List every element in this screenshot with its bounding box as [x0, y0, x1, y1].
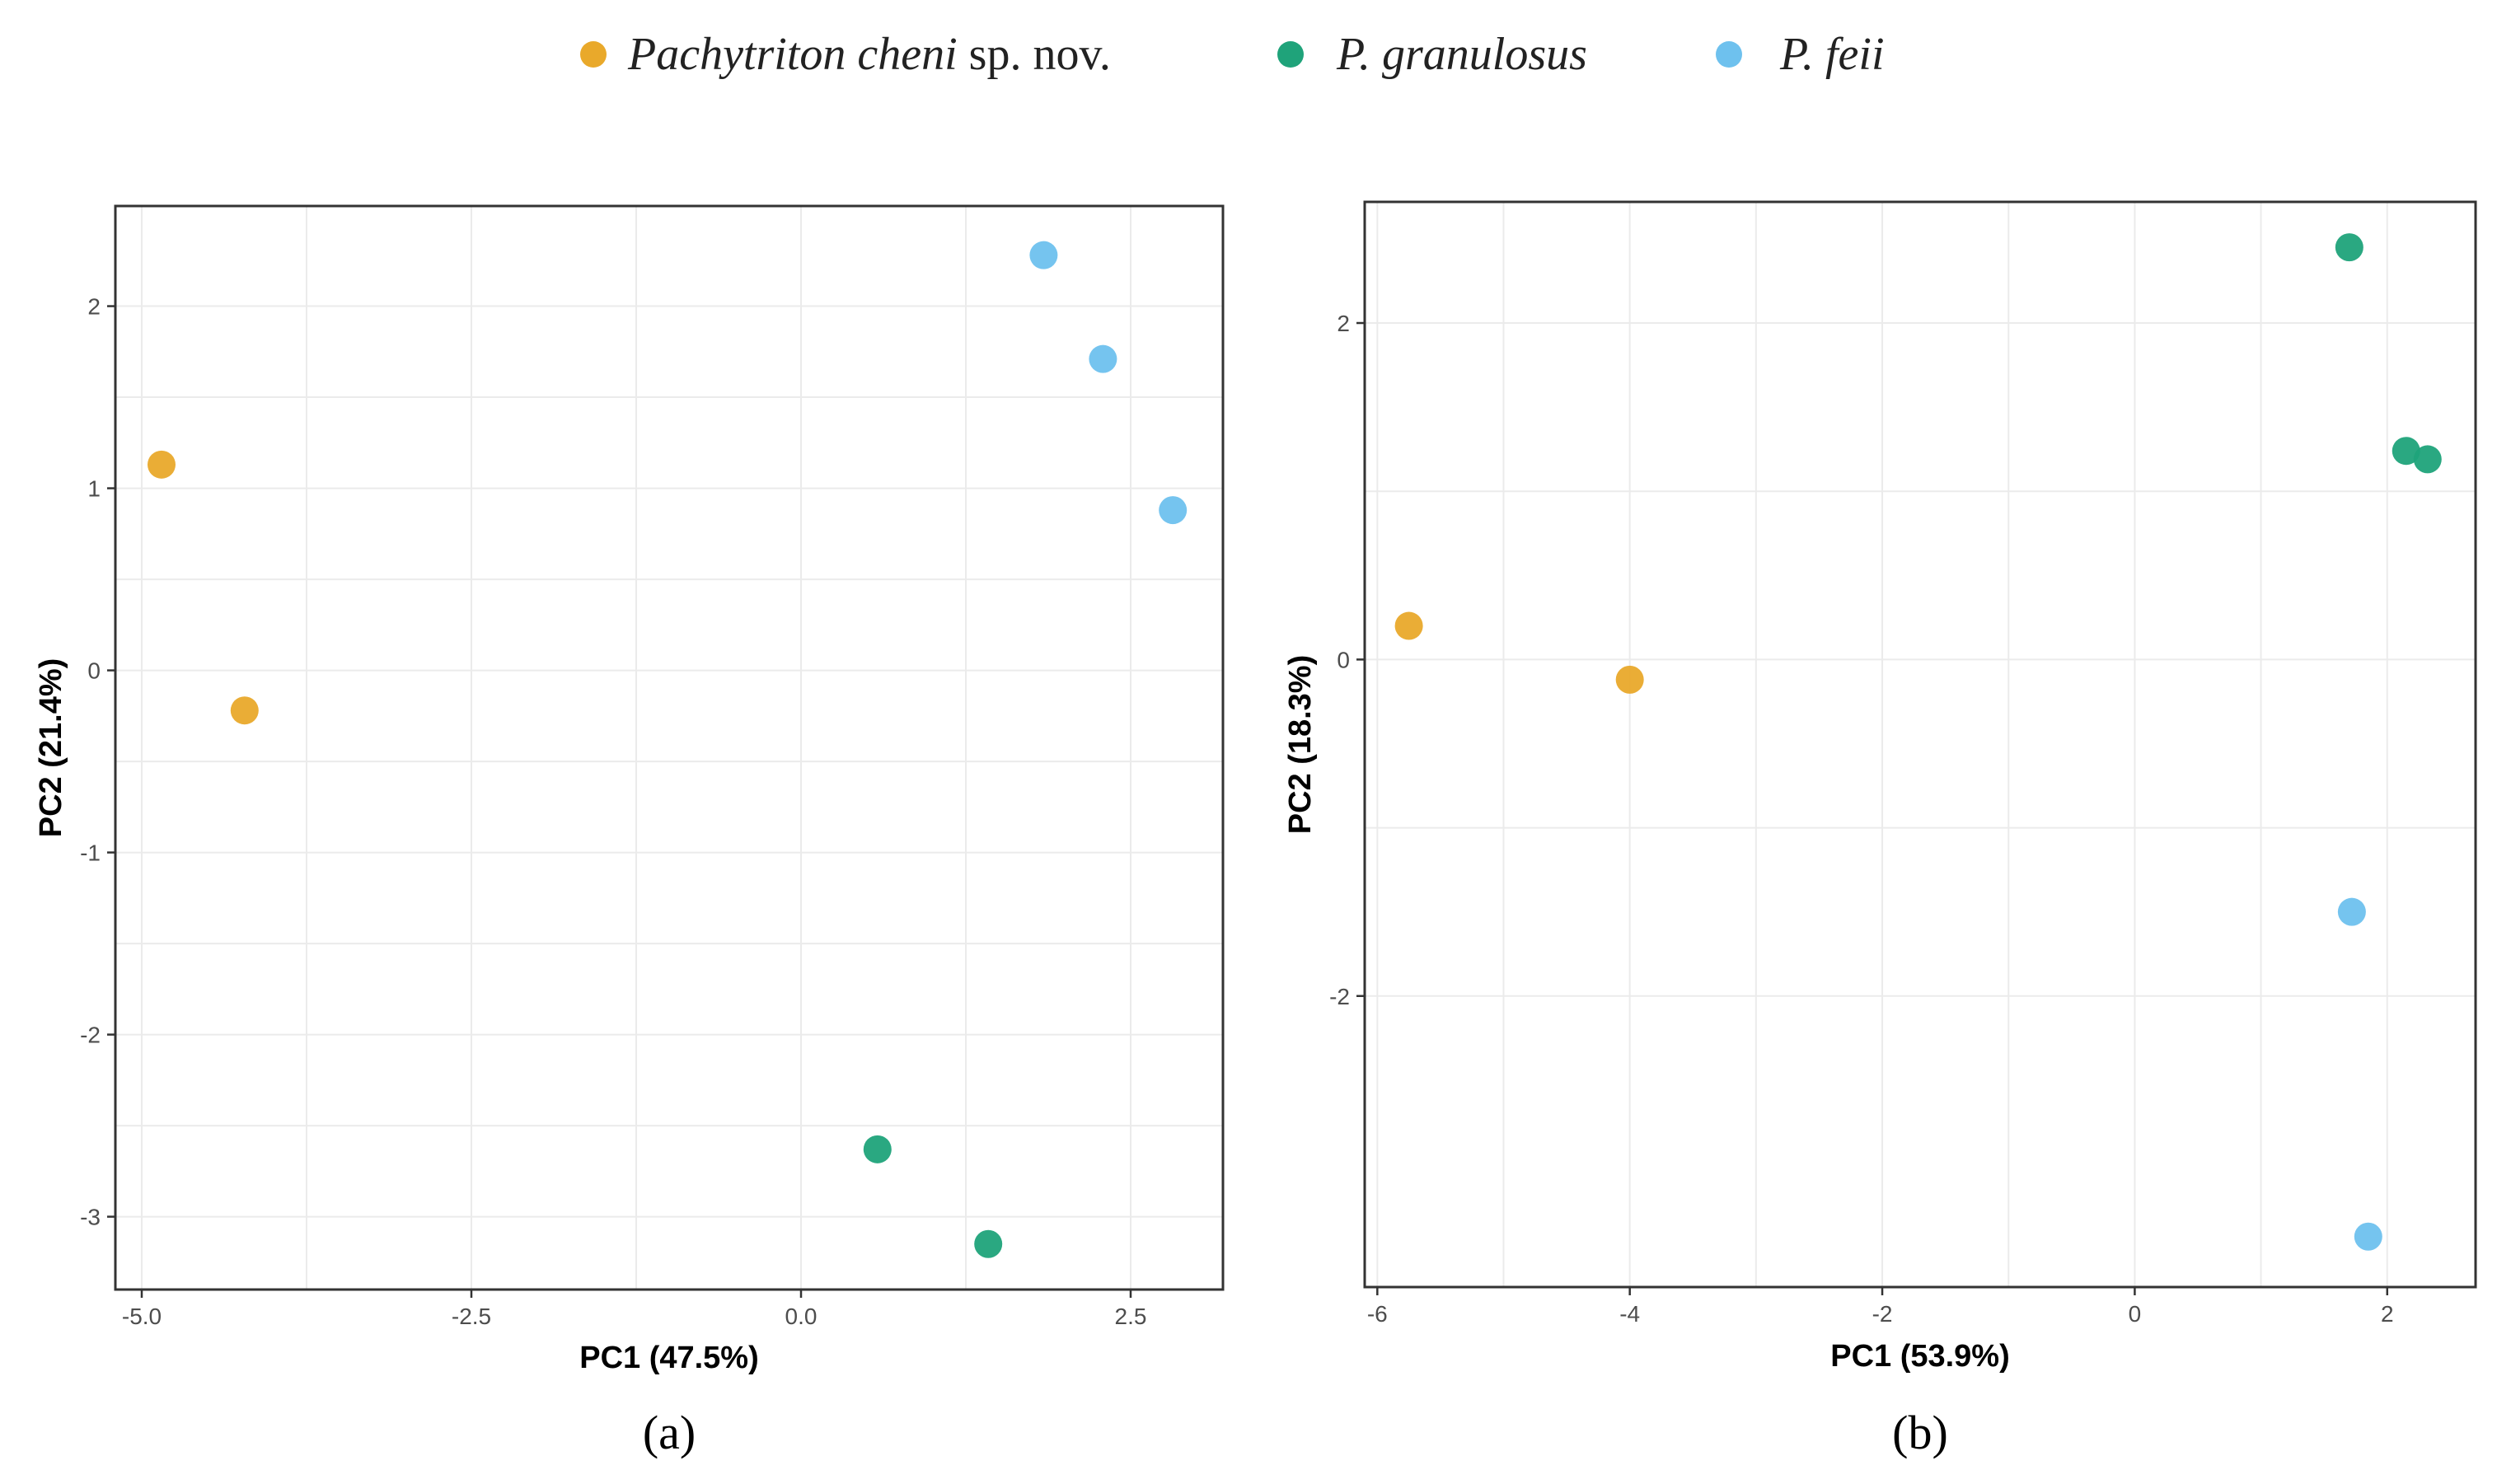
panel-a: -5.0 -2.5 0.0 2.5 -3 -2 -1 0 1 2 PC1 (47.5%) PC2 (2… [34, 204, 1225, 1459]
point-p-granulosus-3 [2413, 445, 2442, 474]
x-tick-label: 0.0 [785, 1304, 817, 1329]
panel-b: -6 -4 -2 0 2 -2 0 2 PC1 (53.9%) PC2 (18.3%) (b) [1283, 200, 2477, 1459]
x-tick-label: -2.5 [452, 1304, 491, 1329]
legend-marker-feii [1716, 41, 1742, 68]
point-p-feii-3 [1159, 496, 1188, 525]
y-tick-label: -2 [1329, 984, 1350, 1009]
point-p-feii-1 [2337, 897, 2366, 926]
point-p-granulosus-2 [974, 1229, 1003, 1258]
legend-item-cheni: Pachytriton cheni sp. nov. [580, 29, 1111, 80]
x-tick-label: -5.0 [122, 1304, 162, 1329]
plot-background [1365, 202, 2476, 1287]
y-axis-title: PC2 (18.3%) [1283, 655, 1318, 835]
legend-item-feii: P. feii [1716, 29, 1885, 80]
point-p-granulosus-1 [863, 1135, 892, 1163]
y-tick-label: -1 [80, 840, 101, 866]
point-p-feii-1 [1029, 241, 1058, 269]
y-tick-label: 0 [87, 658, 101, 684]
point-p-granulosus-1 [2335, 233, 2363, 262]
point-p-granulosus-2 [2392, 437, 2420, 466]
plot-frame [114, 204, 1225, 1291]
plot-background [115, 206, 1223, 1290]
y-tick-label: 1 [87, 476, 101, 502]
legend-label-cheni: Pachytriton cheni sp. nov. [627, 29, 1111, 80]
x-axis-title: PC1 (47.5%) [579, 1341, 759, 1375]
point-pachytriton-cheni-sp-nov-2 [230, 696, 259, 725]
x-tick-label: -4 [1619, 1301, 1640, 1327]
legend-item-granulosus: P. granulosus [1277, 29, 1587, 80]
x-tick-label: 2 [2381, 1301, 2394, 1327]
x-axis-title: PC1 (53.9%) [1830, 1339, 2010, 1374]
y-tick-label: 2 [87, 294, 101, 320]
legend-label-feii: P. feii [1779, 29, 1885, 80]
y-tick-label: 0 [1337, 647, 1350, 672]
plot-frame [1363, 200, 2477, 1289]
x-tick-label: 2.5 [1115, 1304, 1147, 1329]
y-tick-label: -3 [80, 1205, 101, 1230]
panel-label: (a) [643, 1406, 696, 1459]
x-tick-label: -6 [1367, 1301, 1388, 1327]
y-axis-title: PC2 (21.4%) [34, 658, 68, 838]
legend-marker-cheni [580, 41, 607, 68]
x-tick-label: -2 [1872, 1301, 1893, 1327]
point-p-feii-2 [1089, 344, 1117, 373]
legend: Pachytriton cheni sp. nov. P. granulosus P… [580, 29, 1885, 80]
point-p-feii-2 [2354, 1222, 2382, 1251]
legend-label-granulosus: P. granulosus [1336, 29, 1587, 80]
y-tick-label: -2 [80, 1023, 101, 1048]
point-pachytriton-cheni-sp-nov-2 [1615, 665, 1644, 694]
y-tick-label: 2 [1337, 311, 1350, 336]
legend-marker-granulosus [1277, 41, 1304, 68]
point-pachytriton-cheni-sp-nov-1 [1394, 611, 1423, 640]
panel-label: (b) [1892, 1406, 1948, 1459]
point-pachytriton-cheni-sp-nov-1 [148, 450, 176, 479]
x-tick-label: 0 [2129, 1301, 2142, 1327]
